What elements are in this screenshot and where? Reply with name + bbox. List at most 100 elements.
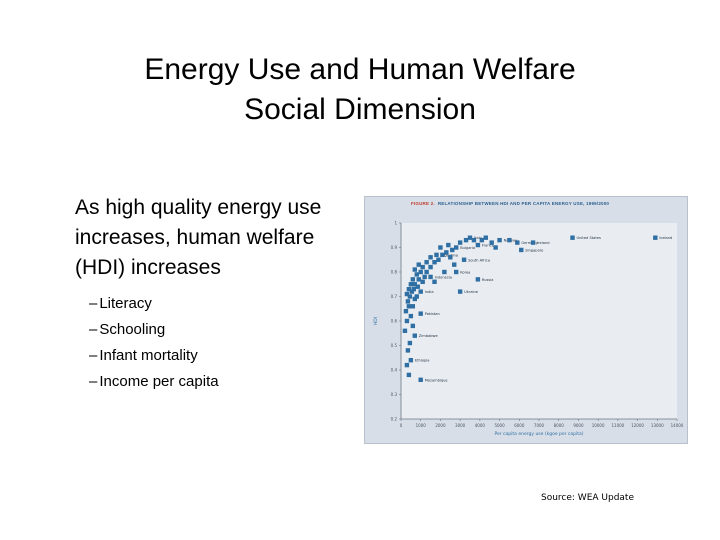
y-tick-label: 1 (394, 221, 397, 226)
data-point (404, 362, 410, 368)
data-point (475, 277, 481, 282)
data-point (408, 282, 414, 287)
point-label: Russia (482, 278, 494, 282)
data-point (467, 235, 473, 240)
x-tick-label: 8000 (554, 423, 565, 428)
data-point (432, 260, 437, 265)
data-point (519, 247, 524, 253)
point-label: Italy (474, 236, 483, 240)
dash-glyph: – (89, 373, 98, 390)
data-point (418, 311, 423, 316)
data-point (475, 242, 481, 248)
y-tick-label: 0.9 (391, 245, 398, 250)
data-point (414, 272, 419, 277)
data-point (436, 257, 441, 262)
data-point (420, 264, 425, 270)
figure-header: Figure 2. Relationship between HDI and pe… (411, 201, 609, 206)
data-point (412, 282, 417, 287)
data-point (483, 235, 488, 240)
point-label: Indonesia (435, 275, 452, 279)
data-point (530, 240, 536, 245)
sub-bullet-list: – Literacy – Schooling – Infant mortality –… (89, 291, 365, 395)
data-point (414, 294, 419, 299)
data-point (403, 309, 409, 314)
sub-bullet-schooling: – Schooling (89, 317, 365, 343)
point-label: Ireland (537, 241, 549, 245)
scatter-plot: 0 1000 2000 3000 4000 5000 6000 7000 8000 9000 100… (373, 221, 684, 438)
data-point (406, 304, 412, 309)
data-point (452, 262, 457, 267)
sub-bullet-label: Schooling (99, 321, 166, 338)
data-point (448, 255, 453, 260)
figure-label: Figure 2. (411, 201, 435, 206)
data-point (507, 237, 512, 243)
x-tick-label: 0 (400, 423, 403, 428)
main-bullet: As high quality energy use increases, hu… (75, 196, 322, 279)
data-point (440, 252, 445, 258)
point-label: Zimbabwe (419, 334, 439, 338)
data-point (411, 286, 417, 292)
point-label: Korea (460, 271, 470, 275)
data-point (410, 277, 416, 282)
data-point (405, 348, 411, 353)
data-point (428, 274, 433, 280)
y-axis-label: HDI (373, 317, 379, 325)
data-point (493, 245, 498, 250)
data-point (442, 269, 447, 275)
x-tick-label: 7000 (534, 423, 545, 428)
sub-bullet-income: – Income per capita (89, 369, 365, 395)
data-point (420, 279, 425, 284)
data-point (515, 240, 520, 245)
data-point (408, 358, 414, 363)
data-point (418, 269, 423, 275)
data-point (412, 296, 417, 302)
data-point (409, 289, 415, 294)
data-point (446, 242, 451, 248)
sub-bullet-literacy: – Literacy (89, 291, 365, 317)
data-point (454, 245, 459, 250)
x-tick-label: 2000 (435, 423, 446, 428)
x-axis-label: Per capita energy use (kgoe per capita) (494, 431, 583, 437)
point-label: Pakistan (425, 312, 440, 316)
scatter-figure: Figure 2. Relationship between HDI and pe… (364, 196, 688, 444)
data-point (428, 264, 433, 270)
data-point (432, 279, 437, 284)
x-tick-label: 9000 (573, 423, 584, 428)
slide-title: Energy Use and Human Welfare Social Dime… (40, 50, 680, 130)
point-label: France (482, 244, 495, 248)
sub-bullet-label: Infant mortality (99, 347, 198, 364)
data-point (410, 304, 416, 309)
y-tick-label: 0.5 (391, 343, 398, 348)
data-point (463, 237, 469, 243)
data-point (457, 289, 463, 294)
data-point (416, 262, 421, 267)
data-point (444, 250, 449, 255)
data-point (406, 372, 412, 378)
data-point (424, 269, 429, 275)
x-tick-label: 4000 (475, 423, 486, 428)
data-point (412, 333, 417, 338)
dash-glyph: – (89, 347, 98, 364)
sub-bullet-label: Income per capita (99, 373, 219, 390)
sub-bullet-label: Literacy (99, 295, 152, 312)
y-tick-label: 0.6 (391, 319, 398, 324)
source-note: Source: WEA Update (541, 493, 635, 503)
data-point (428, 255, 433, 260)
point-label: United States (577, 236, 601, 240)
data-point (415, 284, 420, 289)
y-tick-label: 0.3 (391, 392, 398, 397)
data-point (407, 340, 413, 346)
data-point (454, 269, 459, 275)
data-point (489, 240, 494, 245)
bullet-list: As high quality energy use increases, hu… (75, 193, 365, 395)
point-label: Ethiopia (415, 359, 430, 363)
dash-glyph: – (89, 295, 98, 312)
data-point (404, 291, 410, 297)
data-point (479, 237, 485, 243)
point-label: India (425, 290, 434, 294)
x-tick-label: 11000 (611, 423, 624, 428)
point-label: Mozambique (425, 378, 449, 382)
title-line-1: Energy Use and Human Welfare (144, 53, 576, 86)
plot-area (401, 223, 677, 419)
data-point (471, 237, 477, 243)
